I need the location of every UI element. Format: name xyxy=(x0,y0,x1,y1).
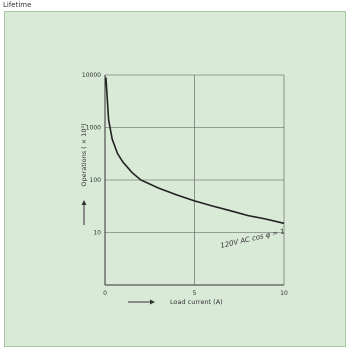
y-tick-label: 10 xyxy=(93,230,101,237)
x-tick-label: 10 xyxy=(280,290,288,297)
y-tick-label: 1000 xyxy=(86,125,101,132)
corner-label: Lifetime xyxy=(3,1,32,9)
tick-labels: 0 5 10 10 100 1000 10000 xyxy=(82,72,288,297)
y-tick-label: 100 xyxy=(90,177,102,184)
y-axis-label: Operations ( × 10³) xyxy=(80,123,88,186)
chart-panel xyxy=(4,11,346,347)
x-tick-label: 5 xyxy=(193,290,197,297)
x-axis-arrow xyxy=(128,299,155,305)
grid-lines xyxy=(104,74,285,285)
x-axis-label: Load current (A) xyxy=(170,298,223,306)
series-line xyxy=(105,77,285,225)
y-tick-label: 10000 xyxy=(82,72,101,79)
y-axis-arrow xyxy=(81,200,87,225)
x-tick-label: 0 xyxy=(103,290,107,297)
axes xyxy=(104,75,284,286)
curve-annotation: 120V AC cos φ = 1 xyxy=(220,227,286,250)
